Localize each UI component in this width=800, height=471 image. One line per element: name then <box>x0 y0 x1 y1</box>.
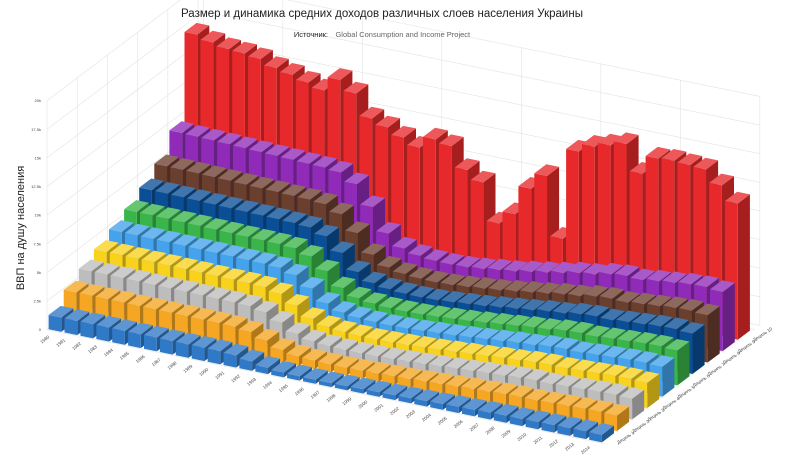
x-tick-label: 2011 <box>533 435 544 445</box>
x-tick-label: 2001 <box>373 402 384 412</box>
y-tick-label: 12.5k <box>31 184 41 189</box>
x-tick-label: 1980 <box>39 334 50 344</box>
x-tick-label: 1984 <box>103 347 114 357</box>
x-tick-label: 2010 <box>516 432 527 442</box>
x-tick-label: 1983 <box>87 344 98 354</box>
y-axis-ticks: 0 2.5k 5k 7.5k 10k 12.5k 15k 17.5k 20k <box>31 98 42 332</box>
x-tick-label: 1985 <box>119 350 130 360</box>
y-tick-label: 5k <box>37 270 41 275</box>
series-label: Дециль 10 <box>752 326 773 342</box>
y-tick-label: 17.5k <box>31 127 41 132</box>
bar <box>334 374 360 391</box>
bar <box>303 368 328 384</box>
x-tick-label: 2008 <box>485 425 496 435</box>
x-tick-label: 2014 <box>580 445 591 455</box>
x-tick-label: 1992 <box>230 373 241 383</box>
bar <box>318 371 344 388</box>
y-tick-label: 2.5k <box>33 299 41 304</box>
subtitle-source: Global Consumption and Income Project <box>335 30 471 39</box>
gridline <box>46 329 604 444</box>
bar <box>398 386 424 404</box>
y-tick-label: 7.5k <box>33 241 41 246</box>
x-tick-label: 2009 <box>500 428 511 438</box>
x-tick-label: 1991 <box>214 370 225 380</box>
bar <box>366 380 392 397</box>
x-tick-label: 1994 <box>262 380 273 390</box>
chart-title: Размер и динамика средних доходов различ… <box>181 8 583 20</box>
x-tick-label: 2000 <box>357 399 368 409</box>
x-tick-label: 2004 <box>421 412 432 422</box>
bar <box>239 349 265 371</box>
x-tick-label: 1987 <box>151 357 162 367</box>
x-tick-label: 2002 <box>389 406 400 416</box>
x-tick-label: 1999 <box>341 396 352 406</box>
bar <box>287 364 312 381</box>
bar <box>382 383 408 401</box>
x-axis-ticks: 1980 1981 1982 1983 1984 1985 1986 1987 1988 1989… <box>39 334 591 455</box>
x-tick-label: 1995 <box>278 383 289 393</box>
x-tick-label: 2003 <box>405 409 416 419</box>
chart-subtitle: Источник: Global Consumption and Income … <box>294 24 471 41</box>
x-tick-label: 1993 <box>246 376 257 386</box>
bar <box>414 389 440 407</box>
subtitle-key: Источник: <box>294 30 328 39</box>
bar <box>350 377 376 394</box>
x-tick-label: 1997 <box>310 389 321 399</box>
y-tick-label: 20k <box>35 98 41 103</box>
x-tick-label: 2007 <box>469 422 480 432</box>
x-tick-label: 1986 <box>135 354 146 364</box>
y-tick-label: 0 <box>39 327 42 332</box>
x-tick-label: 2006 <box>453 419 464 429</box>
y-axis-label: ВВП на душу населения <box>15 166 27 290</box>
y-tick-label: 15k <box>35 155 41 160</box>
y-tick-label: 10k <box>35 213 41 218</box>
x-tick-label: 1981 <box>55 337 66 347</box>
x-tick-label: 2012 <box>548 438 559 448</box>
bar <box>589 422 614 443</box>
bar <box>271 360 296 378</box>
gridline <box>46 0 760 101</box>
x-tick-label: 1989 <box>182 363 193 373</box>
x-tick-label: 1998 <box>326 393 337 403</box>
x-tick-label: 1982 <box>71 341 82 351</box>
x-tick-label: 2005 <box>437 415 448 425</box>
chart-bars <box>48 22 750 443</box>
gridline <box>46 10 760 130</box>
x-tick-label: 1996 <box>294 386 305 396</box>
x-tick-label: 2013 <box>564 441 575 451</box>
bar <box>557 416 583 436</box>
bar <box>255 355 281 375</box>
x-tick-label: 1988 <box>167 360 178 370</box>
x-tick-label: 1990 <box>198 367 209 377</box>
